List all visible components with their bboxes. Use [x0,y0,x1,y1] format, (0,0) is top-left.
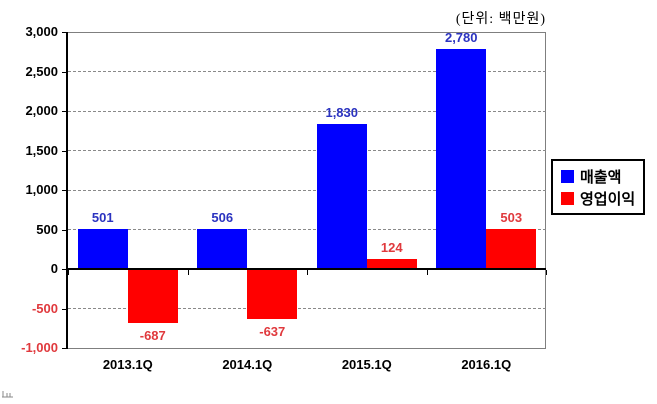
bar-value-label-operating-profit-2013.1Q: -687 [139,328,166,344]
gridline [68,308,546,309]
x-axis-tick [307,270,308,275]
bar-value-label-sales-2015.1Q: 1,830 [325,105,359,121]
gridline [68,71,546,72]
bar-sales-2013.1Q [77,229,128,269]
bar-operating-profit-2015.1Q [366,259,417,269]
gridline [68,150,546,151]
x-axis-label-2014.1Q: 2014.1Q [222,357,273,372]
bar-sales-2016.1Q [436,49,487,269]
y-axis-label: 0 [50,261,58,276]
bar-operating-profit-2014.1Q [247,269,298,320]
y-axis-tick [62,269,68,270]
x-axis-tick [187,270,189,275]
legend-swatch-operating-profit [561,191,574,205]
x-axis-tick [546,270,547,275]
legend-item-operating-profit: 영업이익 [561,188,635,208]
bar-value-label-sales-2013.1Q: 501 [91,210,114,226]
legend-label-operating-profit: 영업이익 [580,190,636,208]
legend-label-sales: 매출액 [580,168,622,186]
y-axis-label: 2,500 [25,63,58,79]
y-axis-label: -500 [31,300,58,316]
zero-axis-line [68,268,546,270]
bar-value-label-sales-2014.1Q: 506 [211,210,234,226]
bar-sales-2015.1Q [316,124,367,269]
x-axis-tick [426,270,428,275]
x-axis-label-2013.1Q: 2013.1Q [102,357,153,372]
y-axis-tick [62,348,68,349]
y-axis-label: 2,000 [25,103,58,118]
unit-label: (단위: 백만원) [455,12,546,27]
x-axis-tick [68,270,69,275]
y-axis-label: -1,000 [21,340,58,355]
gridline [68,229,546,230]
x-axis-label-2016.1Q: 2016.1Q [461,357,512,372]
y-axis-tick [62,229,68,231]
y-axis-tick [62,71,68,73]
y-axis-tick [62,111,68,112]
y-axis-label: 3,000 [25,24,58,39]
bar-sales-2014.1Q [197,229,248,269]
y-axis-tick [62,150,68,152]
bar-value-label-operating-profit-2016.1Q: 503 [500,210,523,226]
legend-item-sales: 매출액 [561,166,635,186]
bar-operating-profit-2013.1Q [127,269,178,324]
y-axis-tick [62,32,68,33]
y-axis-label: 1,500 [25,142,58,158]
corner-artifact [2,391,13,398]
legend-swatch-sales [561,169,574,183]
y-axis-label: 1,000 [25,182,58,197]
bar-value-label-operating-profit-2015.1Q: 124 [380,240,403,256]
y-axis-label: 500 [36,221,58,237]
y-axis-tick [62,190,68,191]
bar-value-label-operating-profit-2014.1Q: -637 [259,324,286,340]
y-axis-tick [62,308,68,310]
gridline [68,189,546,191]
gridline [68,110,546,112]
bar-operating-profit-2016.1Q [486,229,537,269]
x-axis-label-2015.1Q: 2015.1Q [341,357,392,372]
bar-value-label-sales-2016.1Q: 2,780 [444,30,478,46]
